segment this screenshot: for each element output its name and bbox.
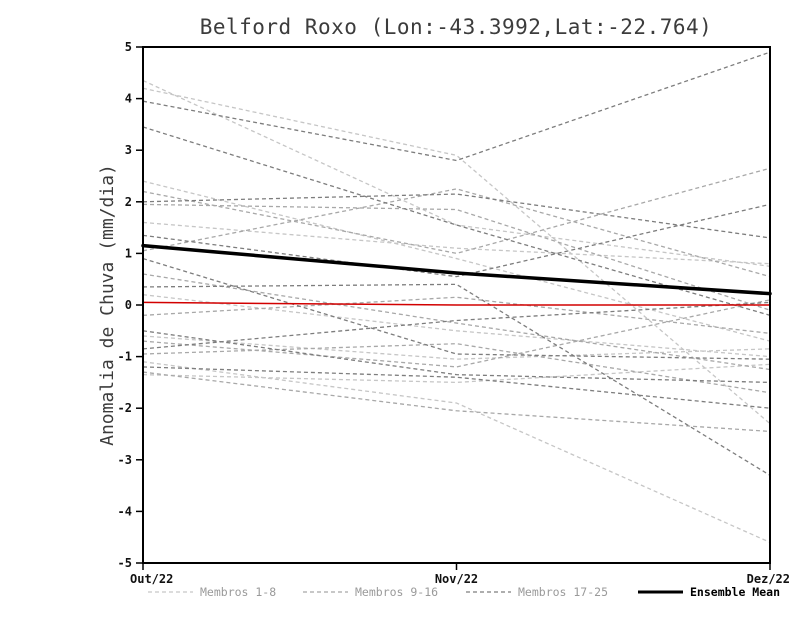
chart-legend: Membros 1-8 Membros 9-16 Membros 17-25 Ense… (148, 585, 780, 599)
y-tick-label: 2 (125, 195, 132, 209)
ensemble-member-line (142, 203, 771, 311)
y-tick-label: -2 (118, 401, 132, 415)
legend-label: Membros 9-16 (355, 585, 438, 599)
ensemble-member-line (142, 87, 771, 425)
ensemble-member-line (142, 330, 771, 384)
ensemble-member-line (142, 361, 771, 543)
ensemble-member-line (142, 343, 771, 394)
x-tick-label: Out/22 (130, 572, 173, 586)
legend-label: Ensemble Mean (690, 585, 780, 599)
member-group-1 (142, 79, 771, 543)
ensemble-member-line (142, 167, 771, 255)
chart-title: Belford Roxo (Lon:-43.3992,Lat:-22.764) (200, 15, 713, 39)
plot-frame (142, 46, 771, 564)
ensemble-member-line (142, 366, 771, 409)
y-tick-label: 0 (125, 298, 132, 312)
x-tick-label: Nov/22 (435, 572, 478, 586)
y-tick-label: 3 (125, 143, 132, 157)
ensemble-member-line (142, 180, 771, 342)
ensemble-member-line (142, 371, 771, 433)
member-group-3 (142, 51, 771, 476)
x-tick-label: Dez/22 (747, 572, 790, 586)
y-tick-label: -5 (118, 556, 132, 570)
plot-area: -5 -4 -3 -2 -1 0 1 2 3 4 5 Out/22 Nov/22 Dez/22 (118, 40, 790, 586)
ensemble-member-line (142, 221, 771, 265)
ensemble-member-line (142, 294, 771, 358)
zero-anomaly-line (142, 301, 770, 306)
ensemble-member-line (142, 51, 771, 162)
ensemble-member-line (142, 79, 771, 267)
y-tick-label: 5 (125, 40, 132, 54)
ensemble-member-line (142, 203, 771, 278)
ensemble-member-line (142, 188, 771, 278)
ensemble-member-line (142, 193, 771, 239)
ensemble-member-line (142, 283, 771, 476)
y-tick-label: 4 (125, 92, 132, 106)
y-tick-label: -4 (118, 504, 132, 518)
member-group-2 (142, 167, 771, 433)
ensemble-member-line (142, 273, 771, 371)
y-tick-label: 1 (125, 246, 132, 260)
ensemble-member-line (142, 363, 771, 384)
y-tick-label: -1 (118, 350, 132, 364)
y-axis-label: Anomalia de Chuva (mm/dia) (97, 164, 118, 446)
y-tick-label: -3 (118, 453, 132, 467)
legend-label: Membros 17-25 (518, 585, 608, 599)
ensemble-mean-line (141, 243, 772, 296)
legend-label: Membros 1-8 (200, 585, 276, 599)
ensemble-member-line (142, 299, 771, 368)
